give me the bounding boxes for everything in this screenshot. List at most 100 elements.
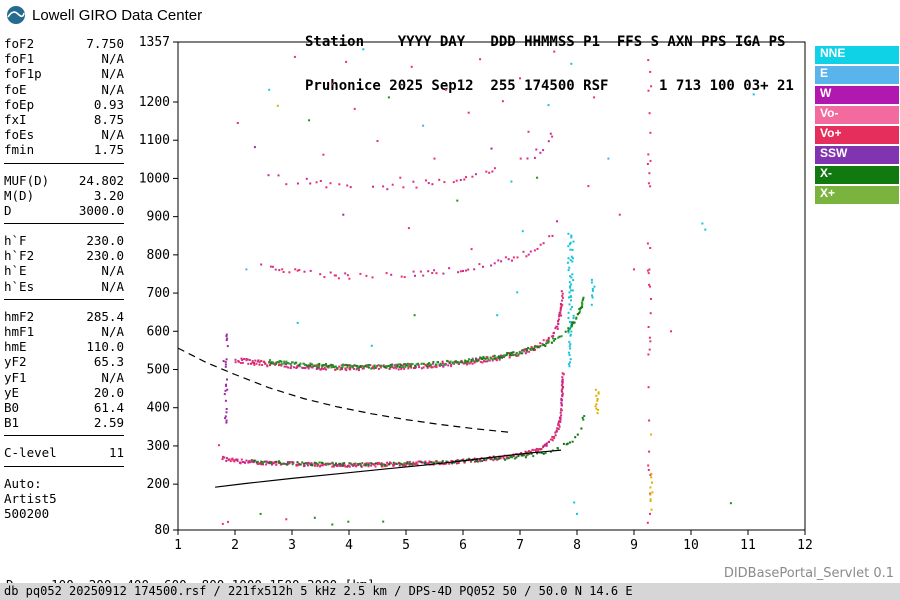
param-value: 65.3 <box>93 354 124 370</box>
giro-logo[interactable]: Lowell GIRO Data Center <box>6 5 202 25</box>
legend-chip-vo: Vo+ <box>815 126 899 144</box>
trace-Es-sparse <box>221 520 350 526</box>
giro-logo-text: Lowell GIRO Data Center <box>32 6 203 24</box>
x-tick-label: 9 <box>630 538 638 553</box>
param-row-b0: B0 61.4 <box>4 400 124 415</box>
param-row-fof1p: foF1p N/A <box>4 66 124 81</box>
param-value: N/A <box>101 324 124 339</box>
echo-traces <box>221 132 586 526</box>
legend-chip-vo: Vo- <box>815 106 899 124</box>
param-value: 1.75 <box>93 142 124 158</box>
param-row-clevel: C-level 11 <box>4 445 124 460</box>
column-cluster-8p35-yellow <box>594 388 600 415</box>
param-value: N/A <box>101 51 124 67</box>
param-row-yf1: yF1 N/A <box>4 370 124 385</box>
param-value: 285.4 <box>86 308 124 324</box>
x-tick-label: 2 <box>231 538 239 553</box>
param-row-hf2: h`F2 230.0 <box>4 248 124 263</box>
param-label: yF1 <box>4 369 27 385</box>
y-tick-label: 400 <box>147 401 170 416</box>
column-spreadf-7p92 <box>569 240 575 333</box>
param-row-fof1: foF1 N/A <box>4 51 124 66</box>
legend-chip-ssw: SSW <box>815 146 899 164</box>
param-row-auto: Auto: <box>4 476 124 491</box>
param-group: foF2 7.750 foF1 N/A foF1p N/A foE N/A foEp 0.93 fx… <box>4 36 124 164</box>
trace-F2-2nd-hop-X <box>268 296 585 370</box>
param-row-hme: hmE 110.0 <box>4 339 124 354</box>
param-row-hf: h`F 230.0 <box>4 233 124 248</box>
param-label: Auto: <box>4 475 42 491</box>
param-label: MUF(D) <box>4 172 50 188</box>
giro-logo-icon <box>7 6 25 24</box>
param-label: foF1 <box>4 51 35 67</box>
param-row-fmin: fmin 1.75 <box>4 142 124 157</box>
param-label: fxI <box>4 111 27 127</box>
y-tick-label: 200 <box>147 477 170 492</box>
param-value: N/A <box>101 81 124 97</box>
param-label: foEs <box>4 127 35 143</box>
column-spreadf-7p87 <box>566 232 573 368</box>
param-label: B1 <box>4 415 20 431</box>
param-value: 230.0 <box>86 248 124 264</box>
x-tick-label: 5 <box>402 538 410 553</box>
y-tick-label: 300 <box>147 439 170 454</box>
param-row-fof2: foF2 7.750 <box>4 36 124 51</box>
measurement-info-text: db pq052 20250912 174500.rsf / 221fx512h… <box>4 584 633 598</box>
param-value: N/A <box>101 369 124 385</box>
param-label: hmF1 <box>4 324 35 339</box>
param-value: 3.20 <box>93 187 124 203</box>
param-row-d: D 3000.0 <box>4 203 124 218</box>
param-value: 20.0 <box>93 384 124 400</box>
param-row-fxi: fxI 8.75 <box>4 112 124 127</box>
param-row-he: h`E N/A <box>4 263 124 278</box>
param-value: N/A <box>101 278 124 294</box>
param-value: 61.4 <box>93 399 124 415</box>
param-value: 8.75 <box>93 111 124 127</box>
scatter-columns <box>223 59 654 524</box>
x-tick-label: 6 <box>459 538 467 553</box>
param-label: foE <box>4 81 27 97</box>
param-label: Artist5 <box>4 490 57 506</box>
trace-F2-1st-hop-X <box>250 415 586 467</box>
param-value: N/A <box>101 127 124 143</box>
param-group: Auto: Artist5 500200 <box>4 476 124 527</box>
y-tick-label: 1100 <box>139 133 170 148</box>
param-row-500200: 500200 <box>4 506 124 521</box>
trace-F2-1st-hop-O <box>221 372 565 468</box>
x-tick-label: 4 <box>345 538 353 553</box>
param-value: 230.0 <box>86 233 124 249</box>
line-mufd-transmission-curve <box>177 347 509 433</box>
y-tick-label: 700 <box>147 286 170 301</box>
param-group: hmF2 285.4 hmF1 N/A hmE 110.0 yF2 65.3 yF1 N/A yE 2… <box>4 309 124 437</box>
y-tick-label: 1000 <box>139 171 170 186</box>
param-row-hes: h`Es N/A <box>4 279 124 294</box>
y-tick-label: 900 <box>147 210 170 225</box>
param-value: 2.59 <box>93 415 124 431</box>
param-label: h`Es <box>4 278 35 294</box>
column-rfi-9p27 <box>646 59 653 524</box>
x-tick-label: 11 <box>740 538 756 553</box>
param-label: foF2 <box>4 36 35 51</box>
column-rfi-1p85 <box>223 333 229 424</box>
trace-F2-2nd-hop-O <box>234 290 564 372</box>
axes: 8020030040050060070080090010001100120013… <box>139 35 813 553</box>
param-row-ye: yE 20.0 <box>4 385 124 400</box>
param-row-b1: B1 2.59 <box>4 415 124 430</box>
x-tick-label: 12 <box>797 538 813 553</box>
x-tick-label: 10 <box>683 538 699 553</box>
param-group: MUF(D) 24.802 M(D) 3.20 D 3000.0 <box>4 173 124 225</box>
param-row-md: M(D) 3.20 <box>4 188 124 203</box>
plot-border <box>177 41 806 531</box>
param-value: N/A <box>101 263 124 279</box>
param-value: 110.0 <box>86 339 124 355</box>
y-tick-label: 1357 <box>139 35 170 50</box>
param-value: 0.93 <box>93 96 124 112</box>
legend-chip-x: X- <box>815 166 899 184</box>
trace-F2-4th-hop-O <box>267 132 554 191</box>
param-label: foF1p <box>4 66 42 82</box>
y-tick-label: 800 <box>147 248 170 263</box>
param-label: foEp <box>4 96 35 112</box>
param-value: 11 <box>108 445 124 461</box>
